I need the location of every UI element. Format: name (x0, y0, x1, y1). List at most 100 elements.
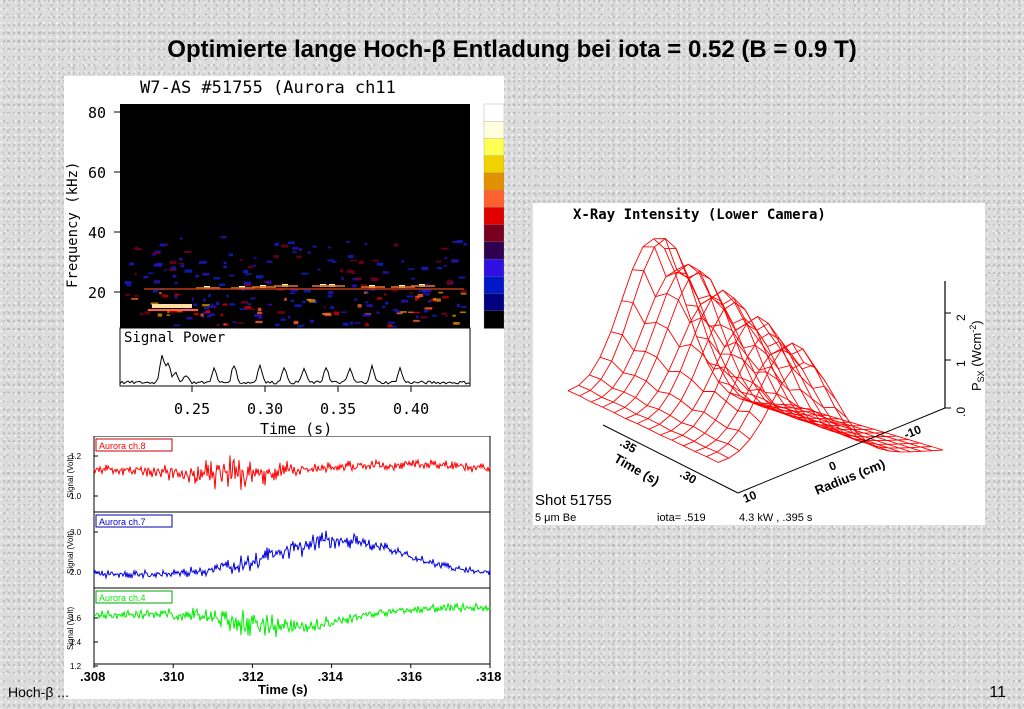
spectrogram-speckle (243, 283, 251, 287)
spectrogram-speckle (358, 260, 364, 265)
spectrogram-speckle (414, 297, 419, 301)
spectrogram-speckle (372, 277, 379, 281)
spectrogram-speckle (193, 303, 198, 306)
spectrogram-speckle (327, 259, 335, 262)
spectrogram-speckle (244, 273, 252, 276)
signal-panel-label-box (95, 438, 173, 452)
x-tick-label: .310 (159, 669, 184, 684)
spectrogram-speckle (287, 241, 295, 245)
spectrogram-x-axis: 0.25 0.30 0.35 0.40 (174, 386, 429, 418)
colorbar-swatch (483, 258, 505, 277)
spectrogram-speckle (266, 280, 272, 284)
spectrogram-speckle (266, 260, 273, 263)
surface-grid-line (567, 390, 719, 463)
spectrogram-mode-burst (411, 285, 435, 287)
xray-z-axis: 2 1 .0 PSX (Wcm-2) (944, 281, 986, 417)
spectrogram-speckle (396, 312, 403, 315)
spectrogram-speckle (203, 306, 210, 310)
spectrogram-speckle (131, 297, 139, 300)
footer-left: Hoch-β ... (8, 684, 69, 700)
spectrogram-speckle (360, 283, 368, 286)
signal-power-line (119, 355, 471, 385)
y-tick-label: 80 (88, 104, 106, 122)
colorbar-swatch (483, 224, 505, 243)
surface-grid-line (660, 323, 886, 436)
spectrogram-speckle (198, 261, 207, 264)
spectrogram-speckle (244, 306, 252, 310)
spectrogram-speckle (139, 312, 144, 316)
spectrogram-speckle (366, 304, 374, 308)
spectrogram-speckle (174, 295, 178, 299)
colorbar-swatch (483, 241, 505, 260)
spectrogram-speckle (435, 260, 442, 263)
signal-y-label: Signal (Volt) (66, 455, 75, 498)
spectrogram-speckle (220, 236, 227, 239)
xray-radius-tick-10: 10 (741, 488, 759, 506)
surface-grid-line (621, 300, 772, 404)
spectrogram-speckle (171, 311, 174, 314)
spectrogram-speckle (453, 321, 460, 325)
spectrogram-speckle (239, 308, 247, 311)
spectrogram-speckle (237, 322, 245, 324)
spectrogram-speckle (307, 251, 311, 254)
spectrogram-speckle (394, 310, 401, 313)
spectrogram-speckle (168, 268, 177, 272)
spectrogram-speckle (203, 298, 207, 302)
y-tick-label: 60 (88, 164, 106, 182)
spectrogram-speckle (301, 324, 305, 327)
x-tick-label: .312 (238, 669, 263, 684)
xray-time-axis: .35 .30 Time (s) (602, 424, 739, 494)
surface-grid-line (792, 404, 944, 451)
spectrogram-speckle (289, 292, 296, 295)
spectrogram-speckle (173, 324, 181, 327)
spectrogram-speckle (392, 309, 399, 311)
spectrogram-speckle (406, 295, 414, 298)
spectrogram-speckle (277, 311, 286, 314)
spectrogram-speckle (349, 259, 357, 262)
spectrogram-speckle (257, 311, 263, 315)
x-tick-label: 0.25 (174, 400, 210, 418)
spectrogram-speckle (399, 311, 407, 313)
surface-grid-line (685, 304, 837, 400)
spectrogram-speckle (159, 243, 167, 247)
spectrogram-speckle (172, 274, 177, 278)
spectrogram-speckle (365, 323, 370, 327)
spectrogram-features (124, 236, 467, 329)
spectrogram-speckle (144, 311, 150, 315)
spectrogram-speckle (255, 275, 264, 279)
spectrogram-speckle (161, 293, 164, 297)
spectrogram-figure: W7-AS #51755 (Aurora ch11 80 60 40 20 Frequ… (65, 78, 505, 438)
spectrogram-speckle (195, 274, 199, 278)
spectrogram-speckle (232, 321, 237, 324)
colorbar-swatch (483, 155, 505, 174)
spectrogram-speckle (458, 276, 466, 279)
spectrogram-speckle (331, 261, 337, 263)
spectrogram-speckle (258, 316, 263, 319)
signal-power-label: Signal Power (124, 330, 225, 346)
spectrogram-speckle (152, 289, 159, 293)
spectrogram-mode-line (152, 304, 192, 308)
spectrogram-speckle (226, 294, 229, 298)
spectrogram-speckle (267, 303, 273, 306)
spectrogram-speckle (186, 317, 193, 320)
spectrogram-speckle (154, 280, 161, 284)
spectrogram-speckle (435, 298, 441, 302)
spectrogram-mode-burst (274, 285, 298, 287)
signal-panel-label-box (95, 514, 173, 528)
spectrogram-speckle (451, 259, 459, 263)
spectrogram-speckle (349, 321, 354, 325)
spectrogram-speckle (353, 298, 358, 301)
spectrogram-mode-line (144, 288, 464, 290)
spectrogram-speckle (243, 281, 252, 285)
spectrogram-speckle (134, 272, 137, 276)
spectrogram-speckle (301, 272, 309, 275)
surface-grid-line (694, 348, 920, 452)
spectrogram-speckle (401, 299, 408, 303)
spectrogram-speckle (340, 311, 347, 313)
slide-title: Optimierte lange Hoch-β Entladung bei io… (167, 36, 857, 63)
surface-grid-line (653, 238, 805, 363)
spectrogram-speckle (193, 312, 199, 316)
spectrogram-speckle (192, 297, 195, 301)
spectrogram-speckle (409, 291, 413, 294)
